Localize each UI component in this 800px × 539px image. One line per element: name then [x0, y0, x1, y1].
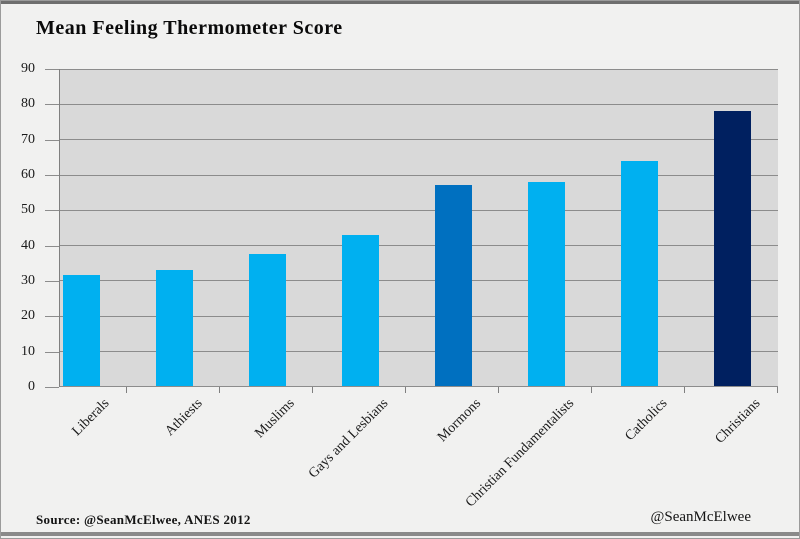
x-label-mormons: Mormons [434, 396, 485, 446]
gridline-30 [60, 280, 778, 282]
bottom-border-strip [1, 532, 799, 536]
y-tick-label-40: 40 [21, 237, 35, 253]
y-tick-mark-70 [45, 139, 59, 141]
x-label-liberals: Liberals [69, 396, 113, 440]
gridline-40 [60, 245, 778, 247]
y-tick-label-80: 80 [21, 96, 35, 112]
y-tick-label-0: 0 [28, 379, 35, 394]
gridline-0 [60, 386, 778, 387]
x-tick-mark-1 [126, 387, 127, 393]
bar-liberals [63, 275, 100, 386]
x-label-christians: Christians [712, 396, 764, 447]
x-label-catholics: Catholics [622, 396, 671, 445]
gridline-70 [60, 139, 778, 141]
credit-handle: @SeanMcElwee [650, 509, 751, 525]
x-tick-mark-5 [498, 387, 499, 393]
bar-christian-fundamentalists [528, 181, 565, 386]
x-tick-mark-4 [405, 387, 406, 393]
x-tick-mark-3 [312, 387, 313, 393]
x-tick-mark-6 [591, 387, 592, 393]
y-tick-mark-0 [45, 387, 59, 388]
chart-title: Mean Feeling Thermometer Score [36, 17, 343, 39]
y-axis-labels: 90 80 70 60 50 40 30 20 10 0 [1, 61, 35, 394]
x-label-muslims: Muslims [252, 396, 299, 442]
y-tick-mark-50 [45, 210, 59, 212]
y-axis-ticks [45, 69, 59, 388]
x-label-gays-and-lesbians: Gays and Lesbians [305, 396, 392, 482]
gridline-50 [60, 209, 778, 211]
top-border-strip [1, 1, 799, 4]
x-tick-mark-8 [777, 387, 778, 393]
bar-christians [714, 111, 751, 386]
y-tick-label-60: 60 [21, 166, 35, 182]
bar-mormons [435, 185, 472, 386]
source-attribution: Source: @SeanMcElwee, ANES 2012 [36, 512, 251, 527]
y-tick-label-90: 90 [21, 61, 35, 76]
x-label-christian-fundamentalists: Christian Fundamentalists [462, 396, 578, 511]
x-axis-ticks [59, 387, 778, 393]
bar-catholics [621, 160, 658, 386]
y-tick-mark-40 [45, 245, 59, 247]
x-label-athiests: Athiests [162, 396, 206, 440]
gridline-10 [60, 350, 778, 352]
x-tick-mark-2 [219, 387, 220, 393]
gridline-90 [60, 69, 778, 70]
y-tick-label-10: 10 [21, 343, 35, 359]
y-tick-mark-60 [45, 175, 59, 176]
y-tick-label-50: 50 [21, 202, 35, 218]
y-tick-label-70: 70 [21, 131, 35, 147]
y-tick-mark-80 [45, 104, 59, 106]
gridline-80 [60, 104, 778, 106]
plot-area [59, 69, 778, 387]
gridline-60 [60, 174, 778, 176]
y-tick-mark-30 [45, 281, 59, 282]
bar-athiests [156, 269, 193, 386]
y-tick-label-30: 30 [21, 272, 35, 288]
x-tick-mark-7 [684, 387, 685, 393]
y-tick-mark-20 [45, 316, 59, 318]
y-tick-mark-90 [45, 69, 59, 70]
bar-gays-and-lesbians [342, 234, 379, 386]
y-tick-mark-10 [45, 351, 59, 353]
y-tick-label-20: 20 [21, 308, 35, 324]
gridline-20 [60, 315, 778, 317]
bar-muslims [249, 253, 286, 386]
